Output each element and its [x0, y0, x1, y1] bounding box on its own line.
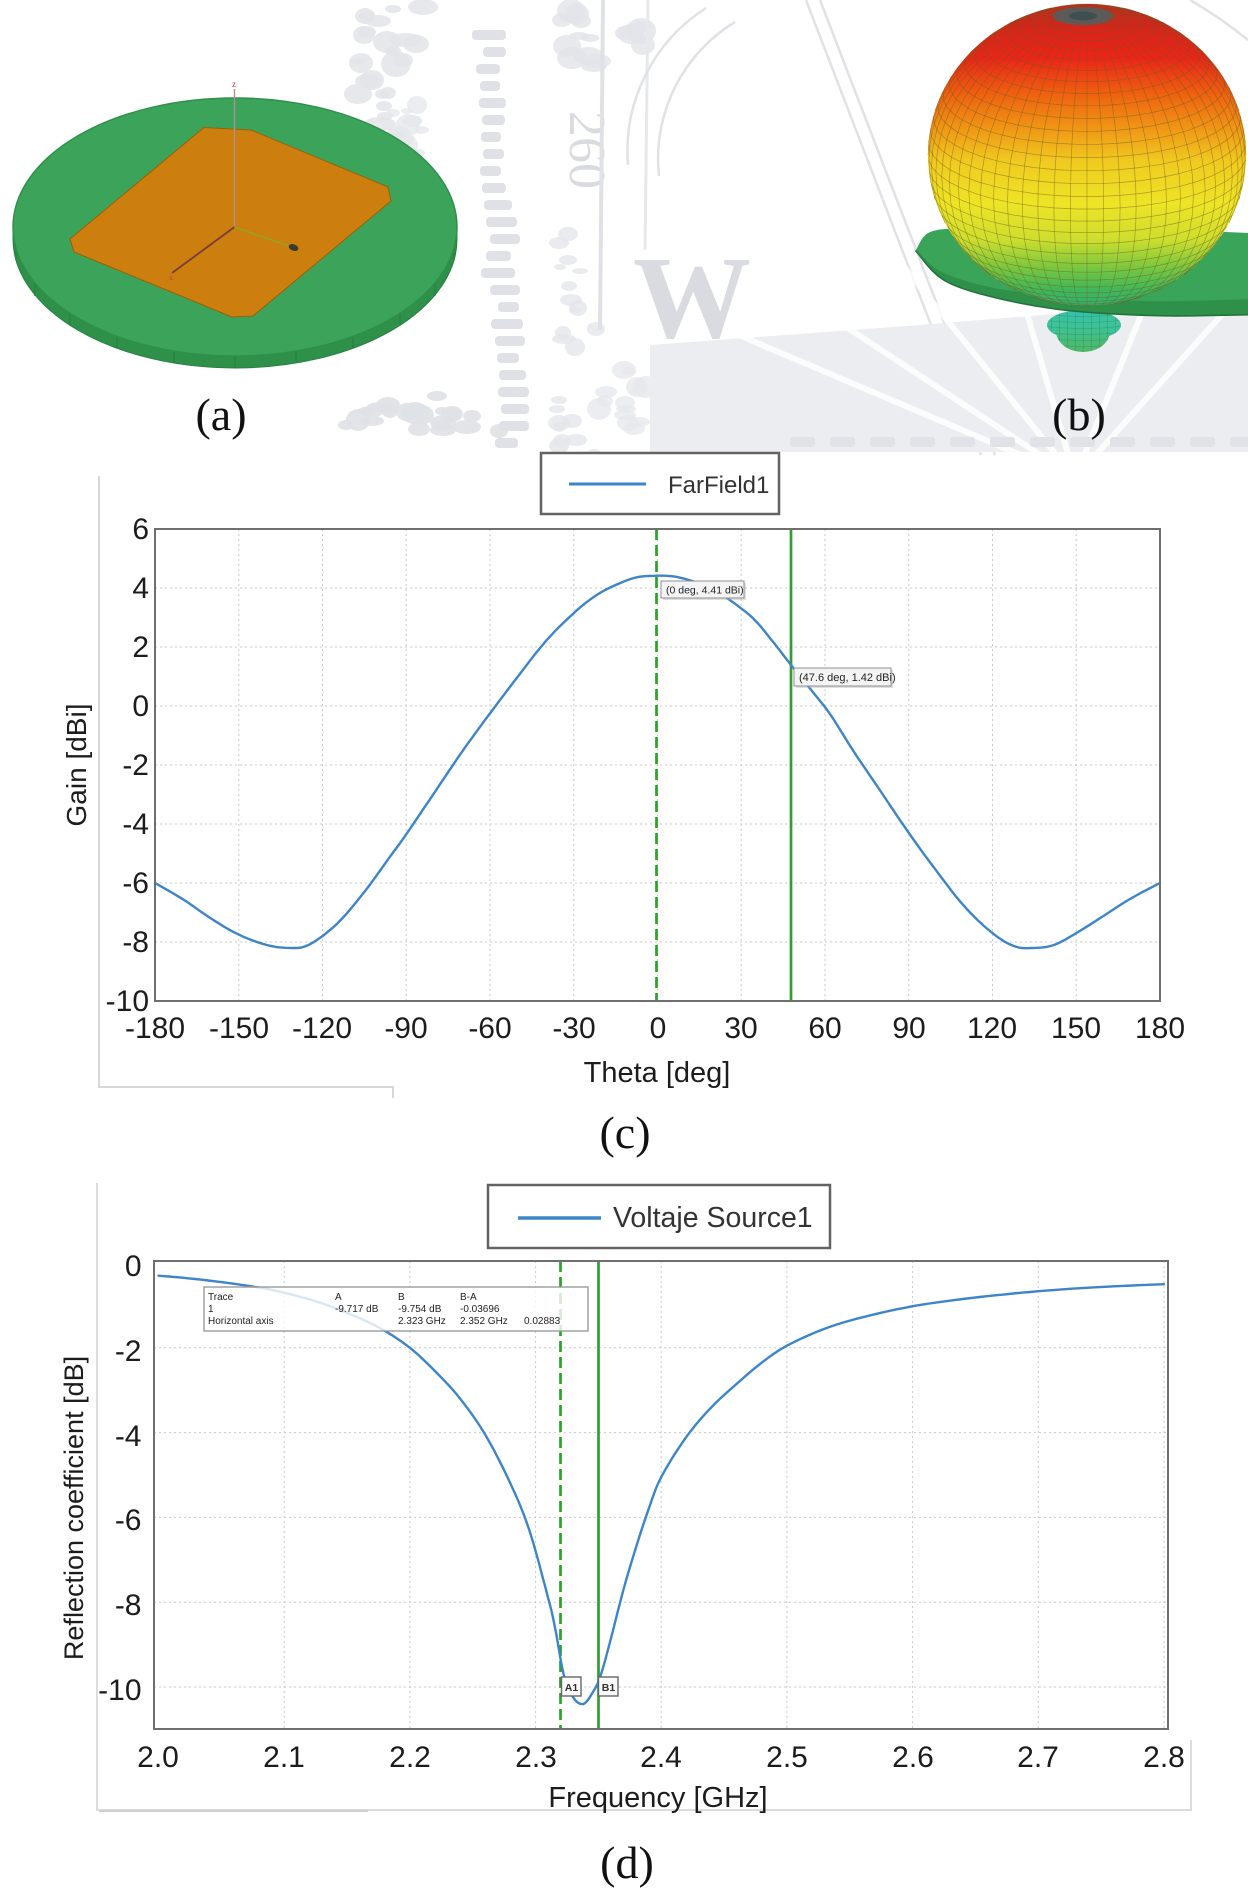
svg-text:2.6: 2.6	[892, 1741, 934, 1774]
svg-text:2.3: 2.3	[515, 1741, 557, 1774]
svg-text:2.0: 2.0	[137, 1741, 179, 1774]
svg-text:Horizontal axis: Horizontal axis	[208, 1316, 274, 1327]
svg-text:-9.717 dB: -9.717 dB	[335, 1304, 379, 1315]
svg-text:(0 deg, 4.41 dBi): (0 deg, 4.41 dBi)	[666, 585, 744, 597]
svg-text:150: 150	[1051, 1012, 1101, 1045]
svg-text:Theta [deg]: Theta [deg]	[584, 1057, 731, 1089]
svg-text:90: 90	[892, 1012, 925, 1045]
svg-text:Reflection coefficient [dB]: Reflection coefficient [dB]	[59, 1356, 89, 1660]
svg-text:A: A	[335, 1292, 342, 1303]
svg-text:z: z	[232, 79, 236, 89]
svg-text:-120: -120	[292, 1012, 352, 1045]
svg-text:-9.754 dB: -9.754 dB	[398, 1304, 442, 1315]
svg-text:-2: -2	[122, 749, 149, 782]
svg-text:0: 0	[132, 690, 149, 723]
svg-text:-4: -4	[115, 1420, 142, 1453]
svg-text:180: 180	[1135, 1012, 1185, 1045]
svg-text:0: 0	[125, 1250, 142, 1283]
svg-text:2.323 GHz: 2.323 GHz	[398, 1316, 446, 1327]
svg-text:(47.6 deg, 1.42 dBi): (47.6 deg, 1.42 dBi)	[799, 672, 896, 684]
svg-text:120: 120	[967, 1012, 1017, 1045]
svg-text:1: 1	[208, 1304, 214, 1315]
svg-text:4: 4	[132, 572, 149, 605]
svg-text:2.2: 2.2	[389, 1741, 431, 1774]
svg-text:-90: -90	[384, 1012, 427, 1045]
svg-text:-10: -10	[98, 1674, 141, 1707]
svg-text:-2: -2	[115, 1335, 142, 1368]
svg-text:-6: -6	[122, 867, 149, 900]
svg-text:(c): (c)	[599, 1107, 650, 1158]
svg-text:Gain [dBi]: Gain [dBi]	[61, 704, 92, 827]
svg-text:(a): (a)	[195, 389, 246, 440]
svg-text:Voltaje Source1: Voltaje Source1	[613, 1202, 813, 1234]
svg-text:-8: -8	[122, 926, 149, 959]
svg-text:-150: -150	[209, 1012, 269, 1045]
svg-text:(b): (b)	[1052, 389, 1106, 440]
svg-text:-10: -10	[106, 985, 149, 1018]
svg-text:2.352 GHz: 2.352 GHz	[460, 1316, 508, 1327]
svg-text:60: 60	[808, 1012, 841, 1045]
svg-text:x: x	[169, 273, 173, 282]
svg-text:A1: A1	[565, 1682, 579, 1694]
svg-text:FarField1: FarField1	[668, 472, 769, 499]
svg-text:B-A: B-A	[460, 1292, 477, 1303]
svg-text:-6: -6	[115, 1504, 142, 1537]
svg-text:-0.03696: -0.03696	[460, 1304, 500, 1315]
svg-text:(d): (d)	[600, 1837, 654, 1888]
svg-text:-4: -4	[122, 808, 149, 841]
svg-text:260: 260	[558, 111, 615, 189]
svg-text:2.5: 2.5	[766, 1741, 808, 1774]
svg-text:2.8: 2.8	[1143, 1741, 1185, 1774]
svg-text:-8: -8	[115, 1589, 142, 1622]
svg-text:-30: -30	[552, 1012, 595, 1045]
svg-text:B: B	[398, 1292, 405, 1303]
svg-text:2: 2	[132, 631, 149, 664]
svg-text:2.7: 2.7	[1017, 1741, 1059, 1774]
svg-text:Frequency [GHz]: Frequency [GHz]	[548, 1782, 767, 1814]
svg-text:B1: B1	[602, 1682, 616, 1694]
svg-text:30: 30	[724, 1012, 757, 1045]
svg-text:Trace: Trace	[208, 1292, 234, 1303]
svg-text:0.02883: 0.02883	[524, 1316, 561, 1327]
svg-text:-180: -180	[125, 1012, 185, 1045]
svg-text:6: 6	[132, 513, 149, 546]
svg-text:W: W	[633, 232, 751, 363]
svg-text:0: 0	[650, 1012, 667, 1045]
svg-text:-60: -60	[468, 1012, 511, 1045]
svg-text:2.4: 2.4	[640, 1741, 682, 1774]
svg-text:2.1: 2.1	[263, 1741, 305, 1774]
